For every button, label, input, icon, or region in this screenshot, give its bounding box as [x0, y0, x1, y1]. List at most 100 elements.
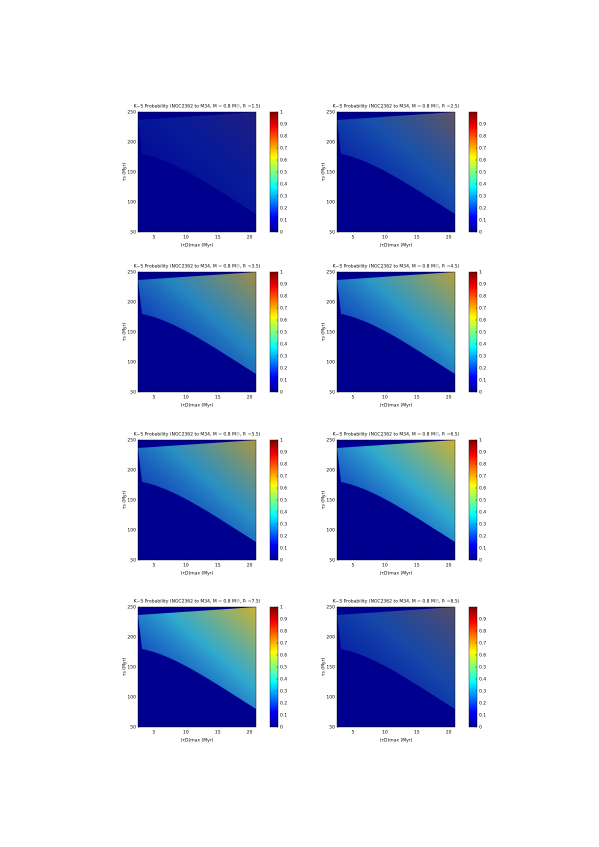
x-tick-label: 20 [446, 395, 452, 401]
y-tick-label: 150 [326, 498, 335, 504]
colorbar-tick-label: 0 [479, 725, 482, 731]
colorbar-tick-label: 0.3 [280, 689, 287, 695]
y-axis-label: τs (Myr) [122, 163, 128, 182]
y-tick-label: 50 [130, 725, 136, 731]
y-tick-label: 200 [127, 300, 136, 306]
x-tick-label: 15 [215, 235, 221, 241]
colorbar-tick-label: 0.3 [280, 522, 287, 528]
colorbar-tick-label: 0.2 [479, 534, 486, 540]
x-tick-label: 15 [414, 395, 420, 401]
x-axis-label: (τD)max (Myr) [181, 738, 214, 744]
y-tick-label: 250 [127, 438, 136, 444]
y-tick-label: 50 [130, 558, 136, 564]
x-tick-label: 5 [352, 563, 355, 569]
panel: K−S Probability (NGC2362 to M34, M = 0.8… [122, 599, 288, 744]
panel-title: K−S Probability (NGC2362 to M34, M = 0.8… [333, 432, 460, 438]
contour-fill [138, 607, 256, 709]
panel: K−S Probability (NGC2362 to M34, M = 0.8… [122, 104, 288, 249]
colorbar-tick-label: 0.8 [479, 134, 486, 140]
y-tick-label: 100 [326, 528, 335, 534]
panel: K−S Probability (NGC2362 to M34, M = 0.8… [321, 599, 487, 744]
colorbar-tick-label: 0.6 [479, 653, 486, 659]
colorbar-tick-label: 0 [479, 230, 482, 236]
colorbar-tick-label: 0.4 [479, 677, 486, 683]
y-tick-label: 150 [127, 498, 136, 504]
colorbar-tick-label: 0.3 [479, 194, 486, 200]
x-tick-label: 15 [414, 730, 420, 736]
panel: K−S Probability (NGC2362 to M34, M = 0.8… [122, 264, 288, 409]
colorbar-tick-label: 0.7 [479, 306, 486, 312]
colorbar-tick-label: 0.4 [479, 510, 486, 516]
y-tick-label: 200 [326, 140, 335, 146]
y-tick-label: 250 [127, 110, 136, 116]
colorbar-tick-label: 0.9 [479, 450, 486, 456]
x-axis-label: (τD)max (Myr) [380, 403, 413, 409]
x-tick-label: 15 [215, 563, 221, 569]
x-tick-label: 20 [247, 563, 253, 569]
y-tick-label: 200 [326, 468, 335, 474]
y-axis-label: τs (Myr) [321, 658, 327, 677]
panel-title: K−S Probability (NGC2362 to M34, M = 0.8… [134, 599, 261, 605]
colorbar-tick-label: 0.2 [280, 366, 287, 372]
colorbar-tick-label: 0.7 [479, 146, 486, 152]
contour-fill [337, 440, 455, 542]
colorbar-tick-label: 0 [280, 558, 283, 564]
colorbar-tick-label: 0.3 [280, 354, 287, 360]
colorbar-tick-label: 0.5 [280, 498, 287, 504]
colorbar-tick-label: 0.1 [280, 713, 287, 719]
contour-fill [138, 272, 256, 374]
y-tick-label: 150 [127, 330, 136, 336]
panel-title: K−S Probability (NGC2362 to M34, M = 0.8… [134, 432, 261, 438]
colorbar-tick-label: 1 [479, 438, 482, 444]
colorbar-tick-label: 1 [280, 605, 283, 611]
colorbar-tick-label: 0.8 [280, 294, 287, 300]
colorbar-tick-label: 0.6 [479, 158, 486, 164]
colorbar-tick-label: 0.5 [479, 330, 486, 336]
colorbar-tick-label: 0.4 [479, 182, 486, 188]
colorbar-tick-label: 0.9 [280, 450, 287, 456]
colorbar-tick-label: 0.1 [280, 218, 287, 224]
x-tick-label: 15 [414, 235, 420, 241]
x-tick-label: 20 [446, 563, 452, 569]
colorbar-tick-label: 0.2 [479, 206, 486, 212]
colorbar-tick-label: 0.9 [479, 282, 486, 288]
colorbar-tick-label: 0.3 [280, 194, 287, 200]
x-tick-label: 10 [382, 563, 388, 569]
x-tick-label: 5 [352, 235, 355, 241]
y-axis-label: τs (Myr) [321, 491, 327, 510]
colorbar-tick-label: 0.1 [280, 546, 287, 552]
y-tick-label: 150 [326, 665, 335, 671]
contour-fill [337, 112, 455, 214]
x-tick-label: 5 [153, 563, 156, 569]
y-tick-label: 200 [127, 468, 136, 474]
colorbar-tick-label: 0.9 [479, 617, 486, 623]
y-tick-label: 100 [127, 695, 136, 701]
colorbar-tick-label: 0 [280, 390, 283, 396]
colorbar-tick-label: 0.6 [280, 486, 287, 492]
colorbar-tick-label: 0.1 [479, 218, 486, 224]
x-tick-label: 5 [352, 395, 355, 401]
colorbar-tick-label: 0.7 [280, 474, 287, 480]
colorbar-tick-label: 0.4 [479, 342, 486, 348]
y-tick-label: 50 [329, 558, 335, 564]
y-tick-label: 250 [127, 605, 136, 611]
x-tick-label: 5 [153, 235, 156, 241]
x-tick-label: 10 [382, 730, 388, 736]
panel-title: K−S Probability (NGC2362 to M34, M = 0.8… [333, 599, 460, 605]
x-axis-label: (τD)max (Myr) [380, 571, 413, 577]
colorbar-tick-label: 0.7 [479, 641, 486, 647]
colorbar-tick-label: 0 [280, 230, 283, 236]
x-axis-label: (τD)max (Myr) [181, 571, 214, 577]
y-tick-label: 100 [326, 695, 335, 701]
panel: K−S Probability (NGC2362 to M34, M = 0.8… [321, 432, 487, 577]
colorbar-tick-label: 1 [280, 438, 283, 444]
y-tick-label: 50 [130, 390, 136, 396]
colorbar-tick-label: 0.9 [280, 282, 287, 288]
colorbar-tick-label: 0.8 [479, 294, 486, 300]
colorbar-tick-label: 0.1 [479, 546, 486, 552]
panel: K−S Probability (NGC2362 to M34, M = 0.8… [122, 432, 288, 577]
y-tick-label: 50 [130, 230, 136, 236]
y-tick-label: 150 [326, 330, 335, 336]
colorbar-tick-label: 0 [280, 725, 283, 731]
